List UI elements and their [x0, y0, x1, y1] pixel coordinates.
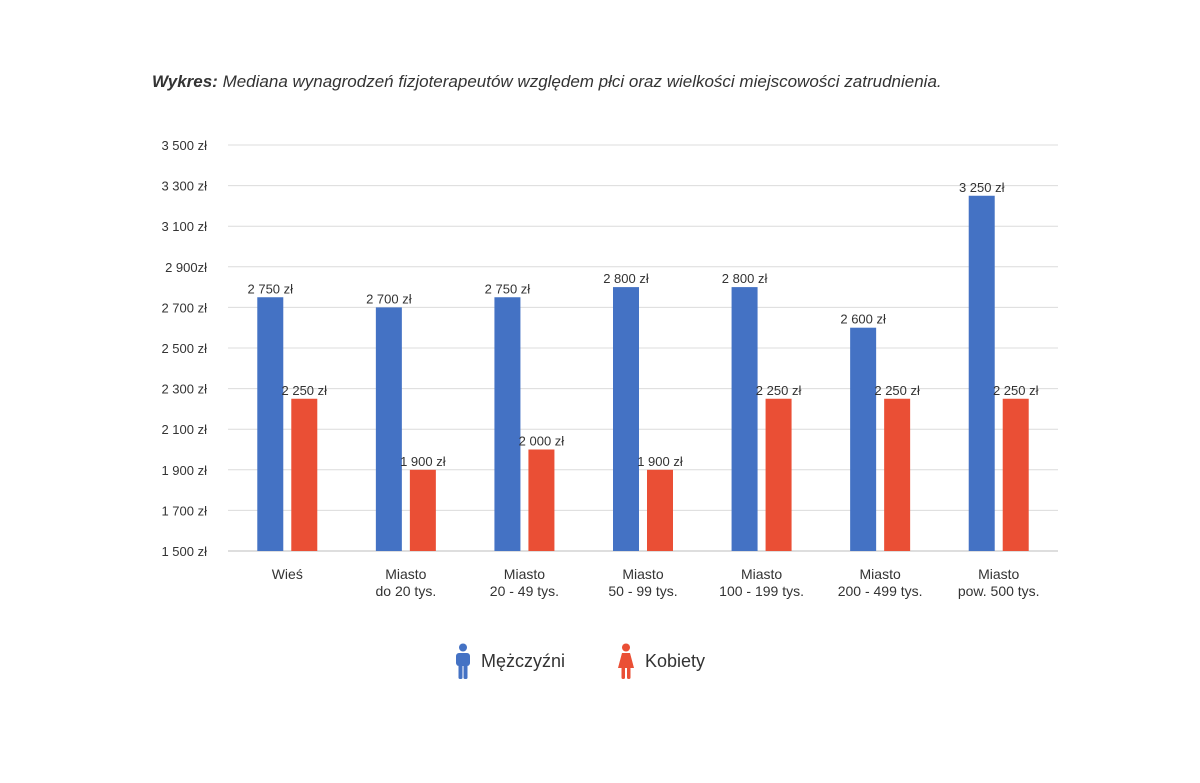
y-tick-label: 3 100 zł [161, 219, 207, 234]
man-icon [456, 643, 470, 679]
caption-text: Mediana wynagrodzeń fizjoterapeutów wzgl… [217, 72, 942, 91]
data-label-women: 2 250 zł [282, 383, 328, 398]
x-tick-label: 50 - 99 tys. [608, 583, 677, 599]
y-tick-label: 1 700 zł [161, 503, 207, 518]
bar-women [1002, 398, 1029, 551]
data-label-men: 2 800 zł [722, 271, 768, 286]
data-label-men: 2 800 zł [603, 271, 649, 286]
x-tick-label: do 20 tys. [376, 583, 437, 599]
legend-item-women: Kobiety [617, 643, 705, 679]
data-label-women: 2 000 zł [519, 434, 565, 449]
y-tick-label: 1 500 zł [161, 544, 207, 559]
x-tick-label: 200 - 499 tys. [838, 583, 923, 599]
chart-caption: Wykres: Mediana wynagrodzeń fizjoterapeu… [152, 72, 1152, 92]
data-label-women: 1 900 zł [400, 454, 446, 469]
y-tick-label: 3 300 zł [161, 179, 207, 194]
data-label-men: 2 700 zł [366, 291, 412, 306]
data-label-women: 2 250 zł [993, 383, 1039, 398]
y-tick-label: 2 500 zł [161, 341, 207, 356]
bar-women [765, 398, 792, 551]
y-tick-label: 2 100 zł [161, 422, 207, 437]
y-tick-label: 2 900zł [165, 260, 207, 275]
y-tick-label: 3 500 zł [161, 138, 207, 153]
x-tick-label: Miasto [622, 566, 663, 582]
y-tick-label: 2 300 zł [161, 382, 207, 397]
x-tick-label: Miasto [978, 566, 1019, 582]
bar-men [613, 287, 639, 551]
y-tick-label: 1 900 zł [161, 463, 207, 478]
bar-women [291, 398, 318, 551]
bar-women [409, 469, 436, 551]
x-tick-label: pow. 500 tys. [958, 583, 1040, 599]
x-tick-label: 20 - 49 tys. [490, 583, 559, 599]
bar-women [528, 449, 555, 551]
bar-men [375, 307, 402, 551]
data-label-men: 2 750 zł [248, 281, 294, 296]
x-tick-label: Wieś [272, 566, 303, 582]
caption-lead: Wykres: [152, 72, 218, 91]
bar-men [850, 327, 877, 551]
bar-chart: 1 500 zł 1 700 zł 1 900 zł 2 100 zł 2 300 zł… [161, 138, 1058, 599]
data-label-men: 2 600 zł [840, 312, 886, 327]
data-label-women: 2 250 zł [874, 383, 920, 398]
x-tick-label: Miasto [860, 566, 901, 582]
chart-legend: Mężczyźni Kobiety [455, 643, 757, 679]
bar-men [731, 287, 758, 551]
bar-men [257, 297, 284, 551]
x-tick-label: Miasto [385, 566, 426, 582]
data-label-men: 3 250 zł [959, 180, 1005, 195]
x-tick-label: Miasto [504, 566, 545, 582]
legend-label-women: Kobiety [645, 650, 706, 671]
data-label-women: 2 250 zł [756, 383, 802, 398]
bar-women [884, 398, 911, 551]
bar-men [968, 195, 995, 551]
legend-item-men: Mężczyźni [455, 643, 565, 679]
y-tick-label: 2 700 zł [161, 300, 207, 315]
legend-label-men: Mężczyźni [481, 650, 566, 671]
bar-men [494, 297, 521, 551]
bar-women [647, 469, 673, 551]
x-tick-label: Miasto [741, 566, 782, 582]
data-label-women: 1 900 zł [637, 454, 683, 469]
woman-icon [618, 643, 635, 679]
data-label-men: 2 750 zł [485, 281, 531, 296]
x-tick-label: 100 - 199 tys. [719, 583, 804, 599]
